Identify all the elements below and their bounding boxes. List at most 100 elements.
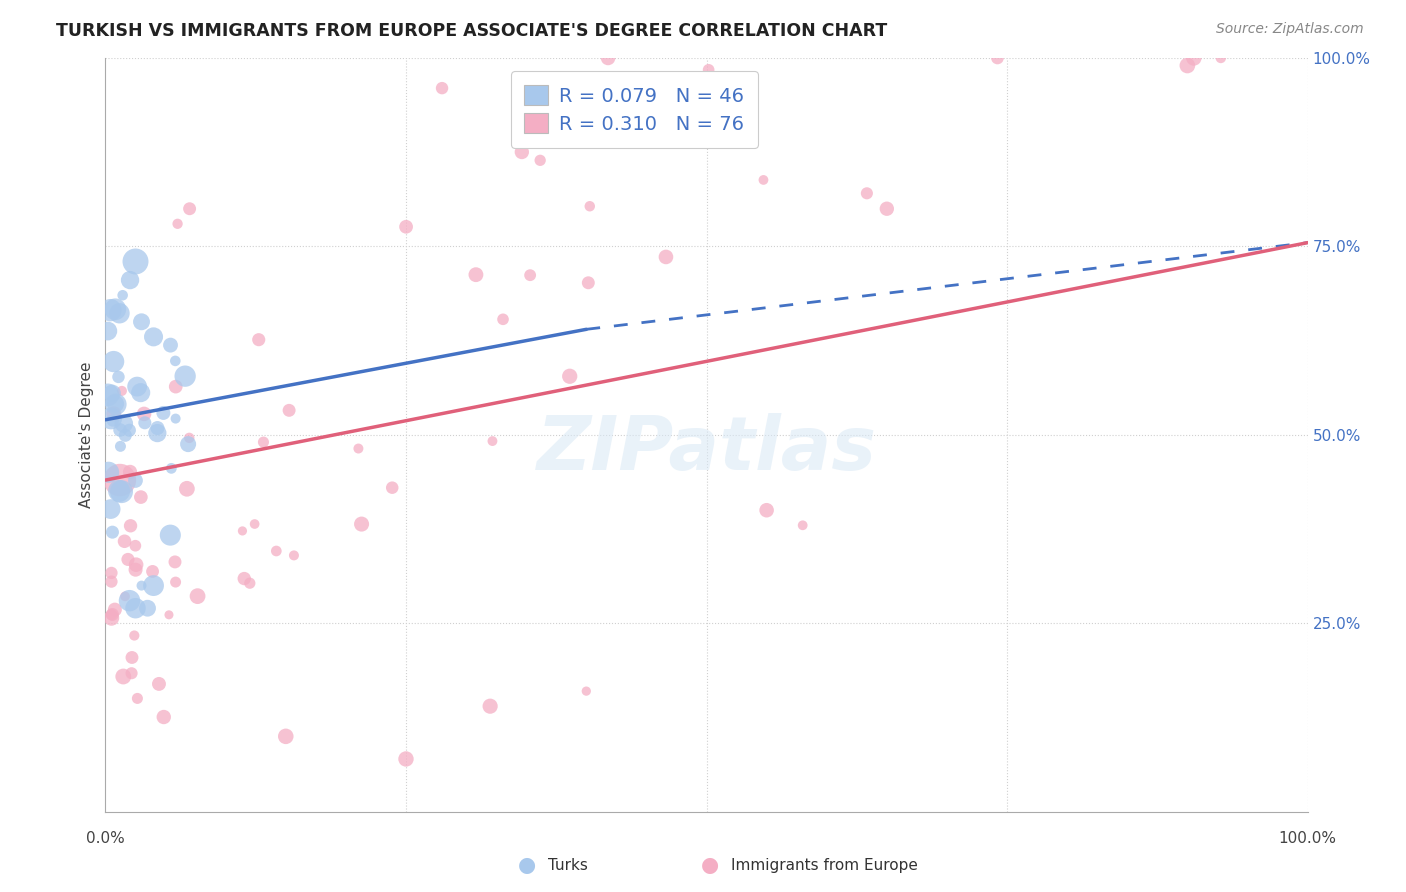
Text: ZIPatlas: ZIPatlas <box>537 413 876 486</box>
Point <box>278 403 301 417</box>
Point <box>100 303 122 318</box>
Point <box>100 607 122 622</box>
Point <box>100 566 122 580</box>
Point <box>792 518 814 533</box>
Point <box>120 518 142 533</box>
Point <box>159 528 181 542</box>
Point <box>152 406 174 420</box>
Point <box>231 524 253 538</box>
Point <box>107 370 129 384</box>
Point <box>430 81 453 95</box>
Point <box>118 423 141 437</box>
Point <box>283 549 305 563</box>
Point <box>127 691 149 706</box>
Point <box>247 333 270 347</box>
Legend: R = 0.079   N = 46, R = 0.310   N = 76: R = 0.079 N = 46, R = 0.310 N = 76 <box>510 71 758 147</box>
Point <box>101 525 124 540</box>
Point <box>233 572 256 586</box>
Point <box>395 752 418 766</box>
Point <box>176 482 198 496</box>
Point <box>124 628 146 642</box>
Point <box>1182 51 1205 65</box>
Point <box>655 250 678 264</box>
Point <box>350 517 373 532</box>
Point <box>187 589 209 603</box>
Point <box>347 442 370 456</box>
Point <box>110 439 132 453</box>
Point <box>97 324 120 338</box>
Point <box>157 607 180 622</box>
Point <box>697 62 720 77</box>
Point <box>101 607 124 622</box>
Point <box>110 484 132 499</box>
Point <box>160 461 183 475</box>
Point <box>131 579 153 593</box>
Point <box>856 186 879 201</box>
Y-axis label: Associate's Degree: Associate's Degree <box>79 361 94 508</box>
Point <box>395 219 418 234</box>
Point <box>112 417 135 431</box>
Point <box>179 431 201 445</box>
Point <box>114 534 136 549</box>
Point <box>97 388 120 402</box>
Point <box>986 51 1008 65</box>
Point <box>165 575 187 590</box>
Point <box>97 465 120 479</box>
Point <box>148 677 170 691</box>
Point <box>558 369 581 384</box>
Text: Source: ZipAtlas.com: Source: ZipAtlas.com <box>1216 22 1364 37</box>
Point <box>117 552 139 566</box>
Point <box>464 268 486 282</box>
Text: Immigrants from Europe: Immigrants from Europe <box>731 858 918 872</box>
Point <box>876 202 898 216</box>
Point <box>114 428 136 442</box>
Point <box>101 386 124 401</box>
Point <box>124 601 146 615</box>
Point <box>136 601 159 615</box>
Point <box>125 558 148 572</box>
Point <box>596 51 619 65</box>
Point <box>163 555 186 569</box>
Point <box>174 369 197 384</box>
Point <box>266 544 288 558</box>
Point <box>104 602 127 616</box>
Text: 0.0%: 0.0% <box>86 830 125 846</box>
Point <box>101 413 124 427</box>
Point <box>239 576 262 591</box>
Point <box>146 421 169 435</box>
Point <box>124 254 146 268</box>
Point <box>103 407 125 421</box>
Point <box>575 684 598 698</box>
Point <box>121 650 143 665</box>
Point <box>519 268 541 282</box>
Point <box>114 590 136 604</box>
Point <box>112 669 135 683</box>
Point <box>124 539 146 553</box>
Point <box>118 273 141 287</box>
Point <box>146 426 169 441</box>
Point <box>111 288 134 302</box>
Point <box>159 338 181 352</box>
Point <box>381 481 404 495</box>
Point <box>142 579 165 593</box>
Point <box>100 502 122 516</box>
Point <box>104 397 127 411</box>
Point <box>132 407 155 421</box>
Point <box>134 416 156 430</box>
Point <box>165 379 187 393</box>
Point <box>142 330 165 344</box>
Text: ●: ● <box>519 855 536 875</box>
Point <box>131 315 153 329</box>
Point <box>111 384 134 398</box>
Point <box>529 153 551 168</box>
Point <box>479 699 502 714</box>
Point <box>1175 58 1198 72</box>
Point <box>165 411 187 425</box>
Text: ●: ● <box>702 855 718 875</box>
Point <box>108 473 131 487</box>
Point <box>120 465 142 479</box>
Point <box>177 437 200 451</box>
Point <box>481 434 503 448</box>
Point <box>752 173 775 187</box>
Point <box>100 574 122 589</box>
